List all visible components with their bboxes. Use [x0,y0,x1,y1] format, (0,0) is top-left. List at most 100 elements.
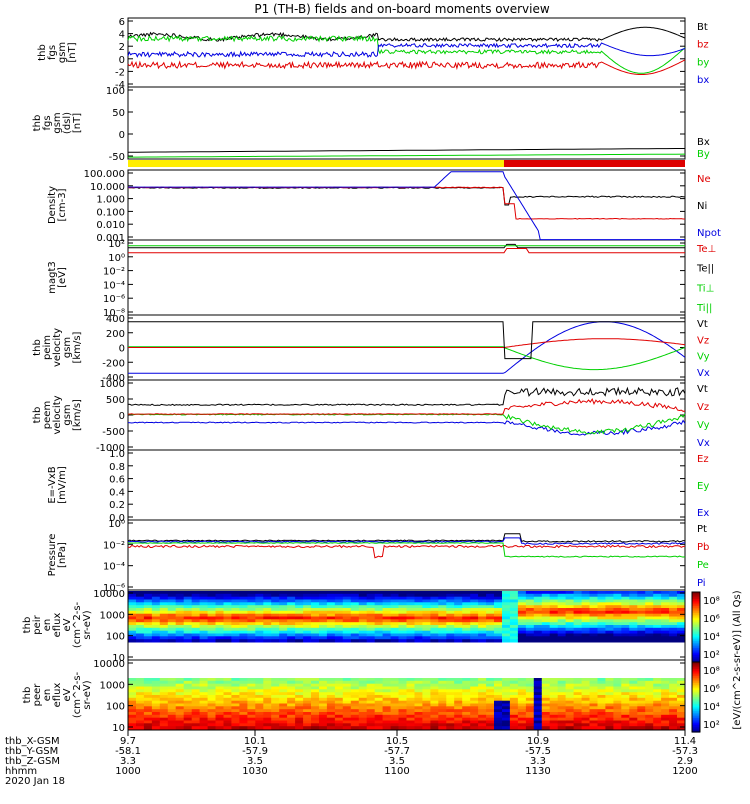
xaxis-value: -58.1 [115,746,141,757]
colorbar-peer-segment [692,700,700,703]
ytick-label-peim: 400 [106,314,125,325]
ytick-label-efield: 0.8 [109,462,125,473]
legend-fgs-bx: bx [697,75,709,86]
colorbar-peer-segment [692,716,700,719]
ylabel-pressure: Pressure [47,534,58,577]
colorbar-peer-tick: 10⁸ [703,666,720,677]
xaxis-value: 9.7 [120,736,136,747]
ylabel-peer: en [42,689,53,702]
xaxis-row-label: thb_X-GSM [5,736,60,747]
ylabel-peir: (cm^2-s- [72,601,83,648]
colorbar-peer-segment [692,697,700,700]
xaxis-value: 1000 [115,766,140,777]
mode-bar-slow [128,160,504,167]
ylabel-density: [cm-3] [57,188,68,221]
colorbar-peer-segment [692,674,700,677]
colorbar-peir-segment [692,620,700,623]
ytick-label-fgs: -4 [115,80,125,91]
ytick-label-temp: 10⁻⁶ [103,294,125,305]
colorbar-peer-tick: 10² [703,720,720,731]
series-Pe [127,542,686,558]
ylabel-peim: thb [32,339,43,356]
ylabel-temp: magt3 [47,261,58,294]
colorbar-peer-segment [692,719,700,723]
ylabel-peem: gsm [62,404,73,425]
legend-peim-Vz: Vz [697,335,709,346]
colorbar-peir-segment [692,630,700,633]
xaxis-value: -57.7 [384,746,410,757]
ytick-label-efield: 0.2 [109,500,125,511]
colorbar-peir-segment [692,637,700,640]
legend-temp-Ti||: Ti|| [696,303,712,314]
ytick-label-density: 100.000 [84,169,125,180]
colorbar-peir-segment [692,593,700,597]
ylabel-fgs: [nT] [67,42,78,62]
colorbar-peir-segment [692,632,700,635]
ylabel-peem: thb [32,407,43,424]
ytick-label-peem: 0 [119,411,125,422]
series-Pi [128,537,686,545]
ylabel-peim: gsm [62,337,73,358]
legend-fgs-bz: bz [697,40,709,51]
colorbar-peer-segment [692,679,700,682]
ytick-label-temp: 10² [108,239,125,250]
ylabel-peim: peim [42,335,53,360]
ylabel-fgs_dsl: [nT] [72,113,83,133]
ytick-label-peim: 0 [119,344,125,355]
colorbar-peir-segment [692,634,700,637]
xaxis-value: 10.5 [386,736,408,747]
colorbar-peir-segment [692,660,700,663]
ytick-label-pressure: 10⁻⁶ [103,583,125,594]
colorbar-peer-segment [692,721,700,724]
ytick-label-temp: 10⁰ [108,253,125,264]
colorbar-peer-segment [692,676,700,679]
ylabel-fgs_dsl: thb [32,115,43,132]
ylabel-peer: thb [22,687,33,704]
legend-efield-Ez: Ez [697,454,709,465]
ytick-label-fgs: 2 [119,42,125,53]
ytick-label-efield: 0.4 [109,487,125,498]
ylabel-fgs_dsl: gsm [52,112,63,133]
colorbar-peer-segment [692,702,700,705]
ytick-label-fgs: 0 [119,55,125,66]
legend-density-Ni: Ni [697,201,707,212]
colorbar-peir-segment [692,649,700,653]
legend-efield-Ex: Ex [697,508,709,519]
heatmap-peer [128,678,686,730]
mode-bar-fast [503,160,685,167]
colorbar-peer-segment [692,725,700,728]
colorbar-peer-segment [692,669,700,672]
colorbar-peir-tick: 10⁴ [703,632,720,643]
colorbar-peer-segment [692,663,700,667]
colorbar-peir-tick: 10⁸ [703,596,720,607]
series-Bx [128,148,685,153]
colorbar-peer-segment [692,709,700,712]
colorbar-peir-segment [692,604,700,607]
xaxis-value: 3.5 [389,756,405,767]
colorbar-peer-tick: 10⁶ [703,684,720,695]
ylabel-peir: peir [32,614,43,634]
ytick-label-peer: 1000 [100,680,125,691]
series-Ni [127,186,686,206]
legend-fgs-Bt: Bt [697,22,708,33]
colorbar-peer-segment [692,711,700,714]
series-Npot [128,171,685,241]
colorbar-peir-segment [692,653,700,656]
ylabel-fgs_dsl: fgs [42,115,53,130]
legend-peim-Vy: Vy [697,352,710,363]
colorbar-peir-segment [692,627,700,630]
legend-fgs-by: by [697,57,709,68]
ytick-label-efield: 1.0 [109,449,125,460]
legend-peim-Vx: Vx [697,368,710,379]
colorbar-peer-frame [691,661,701,733]
series-Pb [127,544,686,559]
series-Vy [128,346,686,371]
colorbar-peer-segment [692,707,700,710]
legend-fgs_dsl-By: By [697,149,710,160]
ytick-label-peir: 100 [106,632,125,643]
xaxis-value: 10.1 [244,736,266,747]
legend-density-Ne: Ne [697,174,711,185]
colorbar-peir-segment [692,621,700,625]
ytick-label-fgs_dsl: -50 [109,152,125,163]
colorbar-peer-segment [692,665,700,668]
